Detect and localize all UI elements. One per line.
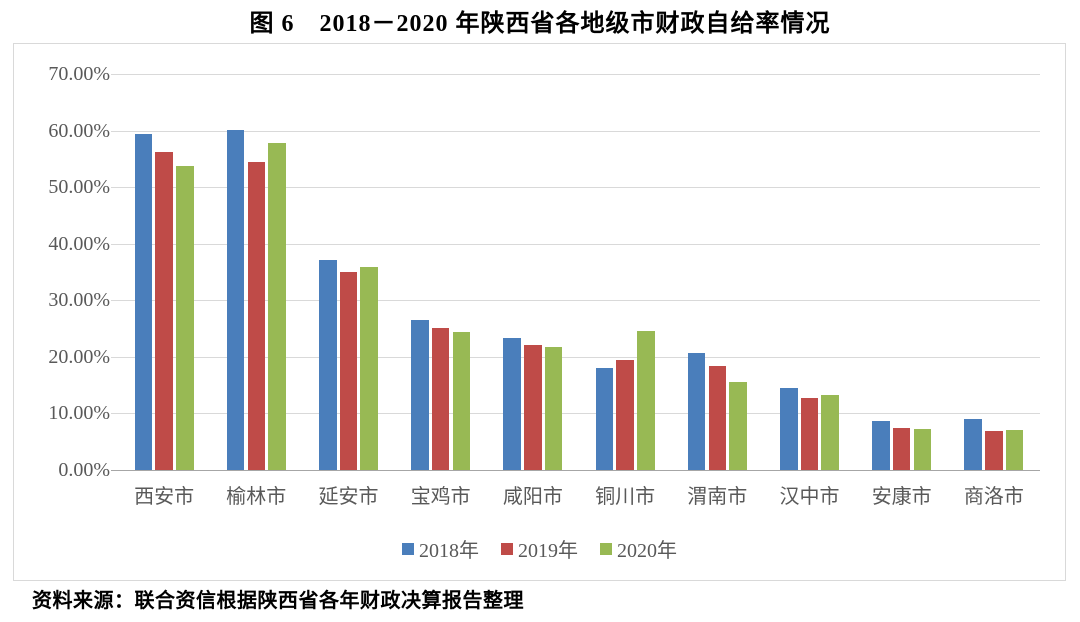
gridline	[111, 300, 1040, 302]
x-category-label: 安康市	[871, 486, 932, 508]
x-category-label: 汉中市	[779, 486, 840, 508]
bar	[544, 347, 563, 470]
y-tick-label: 30.00%	[48, 289, 110, 312]
bar	[1005, 429, 1024, 470]
x-axis-line	[111, 470, 1040, 471]
x-category-label: 咸阳市	[502, 486, 563, 508]
gridline	[111, 413, 1040, 415]
bar	[821, 394, 839, 470]
bar	[176, 165, 194, 470]
x-category-label: 铜川市	[595, 486, 656, 508]
y-tick-label: 10.00%	[48, 402, 110, 425]
bar	[985, 430, 1003, 470]
legend-item: 2019年	[501, 534, 578, 563]
bar	[134, 133, 153, 470]
legend-item: 2020年	[600, 534, 677, 563]
bar	[524, 344, 542, 470]
bar	[268, 143, 286, 470]
x-category-label: 延安市	[318, 486, 379, 508]
bar	[360, 267, 378, 470]
bar	[411, 319, 429, 470]
bar	[247, 161, 266, 470]
legend-swatch-icon	[501, 542, 513, 555]
chart-frame: 70.00% 60.00% 50.00% 40.00% 30.00% 20.00% 10.0…	[13, 43, 1066, 581]
legend-swatch-icon	[600, 542, 612, 555]
x-category-label: 宝鸡市	[410, 486, 471, 508]
y-tick-label: 70.00%	[48, 63, 110, 85]
x-category-label: 榆林市	[226, 486, 287, 508]
legend-swatch-icon	[402, 542, 414, 555]
y-tick-label: 20.00%	[48, 345, 110, 368]
bar	[431, 328, 450, 470]
bar	[616, 359, 634, 470]
figure-title: 图 6 2018－2020 年陕西省各地级市财政自给率情况	[249, 11, 831, 37]
bar	[155, 151, 173, 470]
bar	[913, 429, 932, 470]
bar	[872, 420, 890, 470]
bar	[800, 397, 819, 470]
bar	[708, 365, 727, 470]
x-category-label: 西安市	[134, 486, 195, 508]
y-tick-label: 50.00%	[48, 176, 110, 199]
plot-area	[111, 74, 1040, 471]
bar	[637, 331, 655, 470]
y-tick-label: 60.00%	[48, 119, 110, 142]
source-note: 资料来源：联合资信根据陕西省各年财政决算报告整理	[32, 590, 524, 612]
gridline	[111, 356, 1040, 358]
gridline	[111, 187, 1040, 189]
gridline	[111, 130, 1040, 132]
y-tick-label: 0.00%	[58, 459, 110, 481]
bar	[892, 427, 911, 470]
bar	[339, 272, 358, 470]
gridline	[111, 74, 1040, 75]
bar	[503, 337, 521, 470]
bar	[226, 130, 245, 470]
bar	[729, 381, 747, 470]
x-category-label: 渭南市	[687, 486, 748, 508]
bar	[595, 367, 614, 470]
legend-label: 2019年	[518, 540, 578, 562]
bar	[780, 387, 798, 470]
legend-label: 2020年	[617, 540, 677, 562]
legend-label: 2018年	[419, 540, 479, 562]
bar	[964, 418, 982, 470]
bar	[452, 331, 471, 470]
gridline	[111, 243, 1040, 245]
y-tick-label: 40.00%	[48, 232, 110, 255]
bar	[687, 353, 706, 470]
legend: 2018年 2019年 2020年	[14, 534, 1065, 563]
x-category-label: 商洛市	[963, 486, 1024, 508]
bar	[319, 259, 337, 470]
legend-item: 2018年	[402, 534, 479, 563]
